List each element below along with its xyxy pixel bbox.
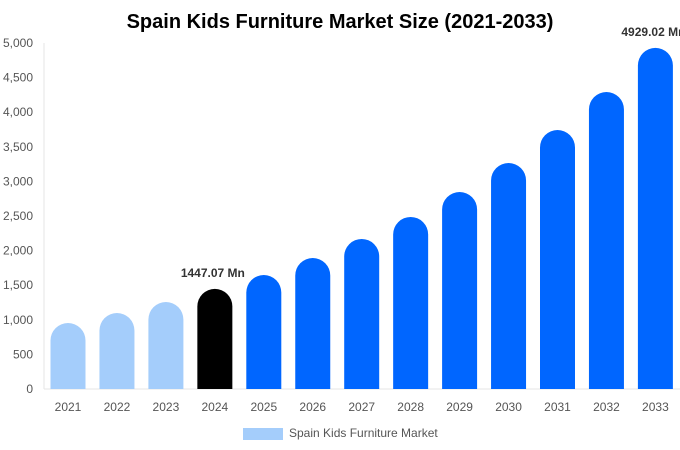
y-tick-label: 3,500 (3, 140, 33, 154)
x-tick-label: 2031 (544, 400, 571, 414)
chart-title: Spain Kids Furniture Market Size (2021-2… (127, 11, 554, 33)
bar-2023 (148, 302, 184, 389)
bar-2021 (50, 322, 86, 389)
bar-2025 (246, 275, 282, 389)
y-tick-label: 4,500 (3, 71, 33, 85)
bar-2030 (491, 162, 527, 389)
x-tick-label: 2029 (446, 400, 473, 414)
bar-2026 (295, 258, 331, 389)
y-tick-label: 2,500 (3, 209, 33, 223)
legend-label[interactable]: Spain Kids Furniture Market (289, 426, 438, 440)
y-tick-label: 0 (26, 382, 33, 396)
x-tick-label: 2024 (201, 400, 228, 414)
y-tick-label: 3,000 (3, 174, 33, 188)
x-tick-label: 2022 (104, 400, 131, 414)
x-tick-label: 2028 (397, 400, 424, 414)
x-tick-label: 2032 (593, 400, 620, 414)
bar-2027 (344, 238, 380, 389)
y-tick-label: 500 (13, 347, 33, 361)
bar-2028 (393, 216, 429, 389)
x-tick-label: 2023 (153, 400, 180, 414)
x-tick-label: 2026 (299, 400, 326, 414)
y-tick-label: 2,000 (3, 244, 33, 258)
y-tick-label: 5,000 (3, 36, 33, 50)
y-tick-label: 4,000 (3, 105, 33, 119)
y-tick-label: 1,500 (3, 278, 33, 292)
data-label-2024: 1447.07 Mn (181, 266, 245, 280)
bar-2031 (540, 129, 575, 389)
bar-2024 (197, 288, 233, 389)
bar-2032 (588, 91, 624, 390)
x-tick-label: 2033 (642, 400, 669, 414)
y-tick-label: 1,000 (3, 313, 33, 327)
x-tick-label: 2027 (348, 400, 375, 414)
bar-2029 (442, 191, 478, 389)
legend-swatch (243, 428, 283, 440)
x-tick-label: 2030 (495, 400, 522, 414)
bar-2022 (99, 313, 135, 389)
x-tick-label: 2025 (250, 400, 277, 414)
data-label-2033: 4929.02 Mn (621, 25, 680, 39)
x-tick-label: 2021 (55, 400, 82, 414)
bar-2033 (637, 47, 673, 390)
